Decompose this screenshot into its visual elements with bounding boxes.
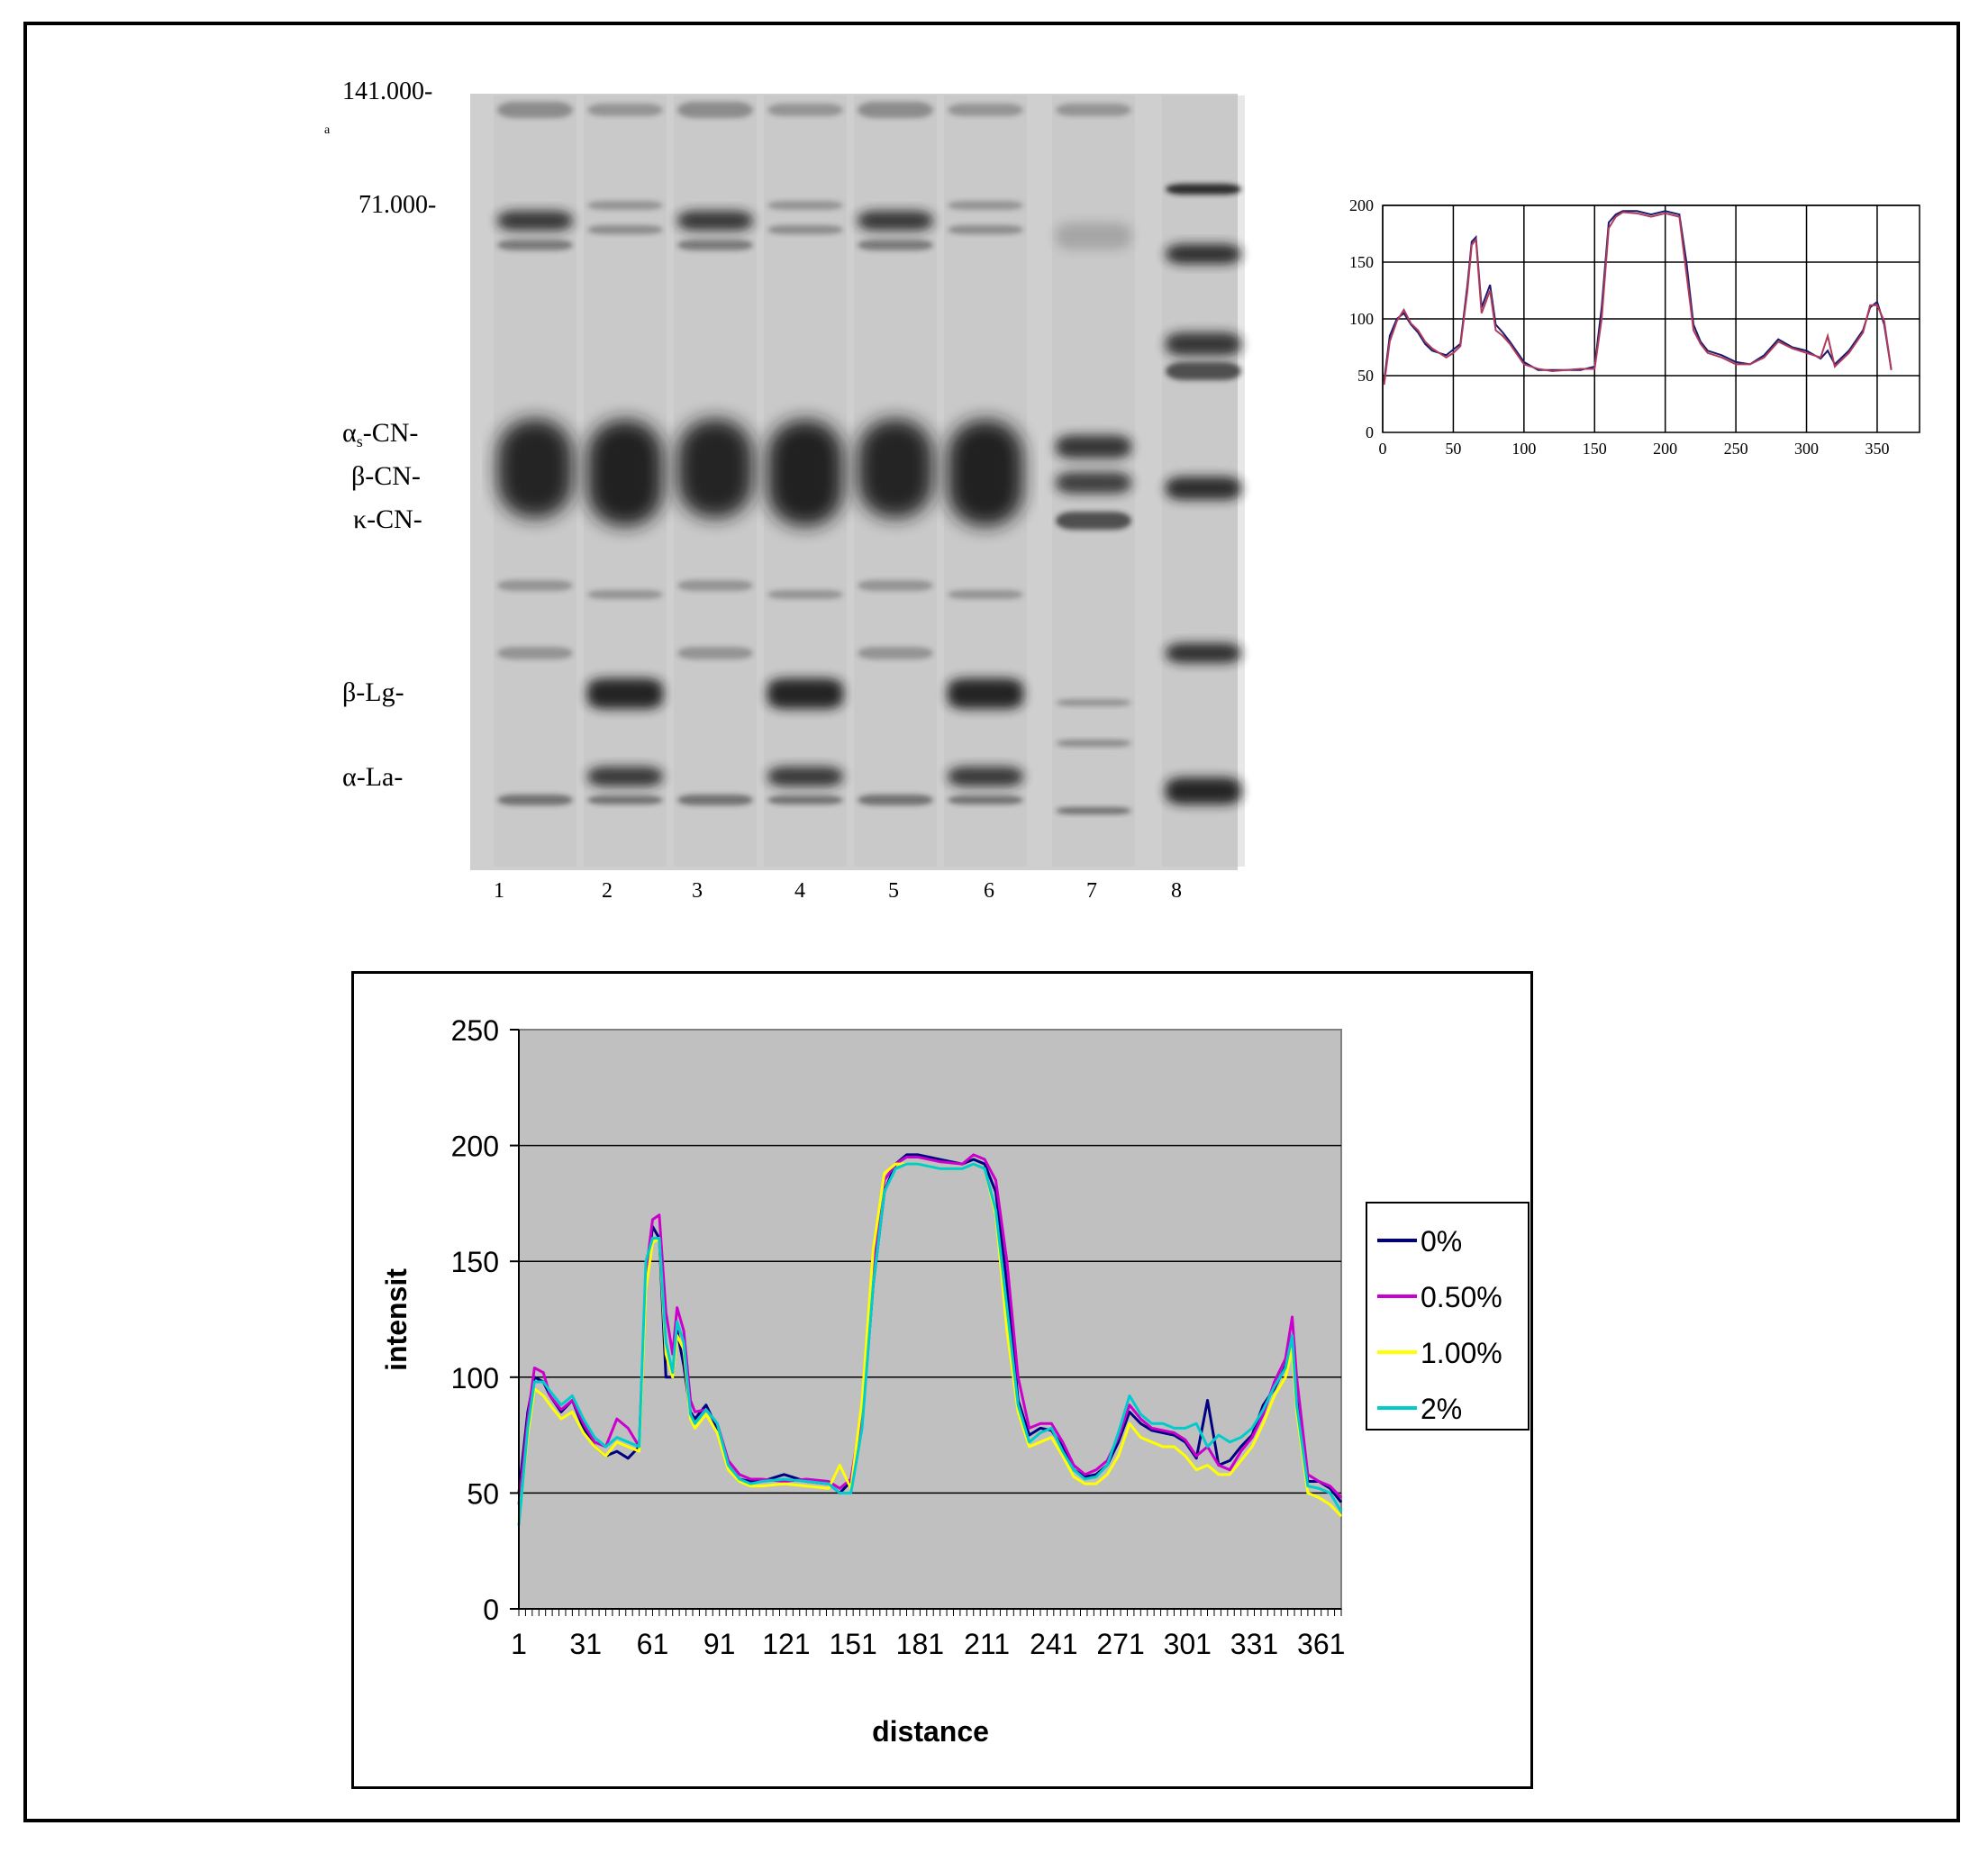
top-x-tick: 200 (1653, 440, 1677, 458)
main-chart-y-ticks: 0 50 100 150 200 250 (451, 1014, 519, 1626)
top-chart-grid (1382, 204, 1920, 433)
label-alpha-la: α-La- (342, 762, 403, 792)
marker-label-141: 141.000- (342, 77, 432, 105)
lane-number: 5 (888, 879, 899, 903)
gel-panel: 141.000- 71.000- a αs-CN- β-CN- κ-CN- β-… (324, 77, 1245, 903)
top-chart-x-ticks: 0 50 100 150 200 250 300 350 (1379, 440, 1890, 458)
label-beta-lg: β-Lg- (342, 677, 404, 707)
top-chart-y-ticks: 0 50 100 150 200 (1349, 196, 1374, 441)
gel-lane (764, 95, 847, 867)
panel-letter: a (324, 123, 331, 137)
top-x-tick: 0 (1379, 440, 1387, 458)
top-series-line (1383, 211, 1893, 386)
legend-label: 2% (1421, 1393, 1462, 1425)
series-line (517, 1162, 1343, 1526)
top-x-tick: 150 (1583, 440, 1607, 458)
top-x-tick: 50 (1445, 440, 1461, 458)
gel-lane (494, 95, 576, 867)
x-tick-label: 121 (762, 1628, 810, 1660)
label-alpha-s-cn: αs-CN- (342, 418, 418, 450)
main-chart-box: 0 50 100 150 200 250 1 31 61 91 121 151 181 211 241 27… (351, 971, 1533, 1789)
x-tick-label: 241 (1030, 1628, 1077, 1660)
x-tick-label: 361 (1297, 1628, 1345, 1660)
y-tick-label: 50 (467, 1477, 499, 1510)
gel-lane (1052, 95, 1135, 867)
gel-lane (854, 95, 937, 867)
protein-labels: αs-CN- β-CN- κ-CN- β-Lg- α-La- (342, 418, 422, 792)
x-tick-label: 211 (964, 1628, 1010, 1660)
y-tick-label: 0 (483, 1594, 499, 1626)
x-tick-label: 151 (829, 1628, 876, 1660)
x-tick-label: 301 (1164, 1628, 1212, 1660)
marker-label-71: 71.000- (359, 191, 436, 219)
label-beta-cn: β-CN- (351, 461, 421, 491)
gel-lane (584, 95, 667, 867)
lane-number: 8 (1171, 879, 1182, 903)
legend-label: 0.50% (1421, 1281, 1502, 1313)
y-axis-label: intensit (380, 1268, 413, 1371)
top-y-tick: 0 (1366, 423, 1374, 441)
y-tick-label: 250 (451, 1014, 499, 1047)
x-tick-label: 271 (1096, 1628, 1144, 1660)
top-y-tick: 50 (1357, 367, 1374, 385)
lane-number: 1 (494, 879, 504, 903)
top-x-tick: 350 (1865, 440, 1889, 458)
top-y-tick: 200 (1349, 196, 1374, 214)
y-tick-label: 200 (451, 1131, 499, 1163)
main-chart-lines (517, 1153, 1343, 1526)
plot-area (518, 1029, 1342, 1610)
x-tick-label: 31 (569, 1628, 602, 1660)
top-x-tick: 250 (1724, 440, 1748, 458)
legend-label: 1.00% (1421, 1337, 1502, 1369)
x-tick-label: 1 (511, 1628, 527, 1660)
legend: 0% 0.50% 1.00% 2% (1366, 1202, 1530, 1431)
lane-numbers: 1 2 3 4 5 6 7 8 (494, 879, 1182, 903)
top-chart-lines (1383, 210, 1893, 386)
top-x-tick: 300 (1794, 440, 1819, 458)
main-chart-x-ticks: 1 31 61 91 121 151 181 211 241 271 301 331 361 (511, 1628, 1345, 1660)
top-y-tick: 100 (1349, 310, 1374, 328)
x-axis-label: distance (872, 1715, 989, 1748)
x-tick-label: 91 (704, 1628, 736, 1660)
gel-lane (944, 95, 1027, 867)
x-tick-label: 61 (637, 1628, 669, 1660)
main-chart-grid (519, 1144, 1341, 1494)
top-x-tick: 100 (1511, 440, 1536, 458)
label-kappa-cn: κ-CN- (353, 504, 422, 534)
gel-lane (674, 95, 757, 867)
lane-number: 7 (1086, 879, 1097, 903)
gel-lane (1162, 95, 1245, 867)
lane-number: 4 (794, 879, 805, 903)
figure-frame (23, 22, 1960, 1822)
top-y-tick: 150 (1349, 253, 1374, 271)
x-tick-label: 181 (896, 1628, 944, 1660)
lane-number: 2 (602, 879, 613, 903)
marker-labels: 141.000- 71.000- (342, 77, 436, 219)
lane-number: 3 (692, 879, 703, 903)
lane-number: 6 (984, 879, 994, 903)
main-intensity-chart: 0 50 100 150 200 250 1 31 61 91 121 151 181 211 241 27… (380, 1014, 1530, 1748)
legend-label: 0% (1421, 1225, 1462, 1258)
y-tick-label: 100 (451, 1362, 499, 1394)
main-chart-axes (518, 1030, 1342, 1616)
gel-lanes (494, 95, 1245, 867)
y-tick-label: 150 (451, 1246, 499, 1278)
x-tick-label: 331 (1230, 1628, 1278, 1660)
